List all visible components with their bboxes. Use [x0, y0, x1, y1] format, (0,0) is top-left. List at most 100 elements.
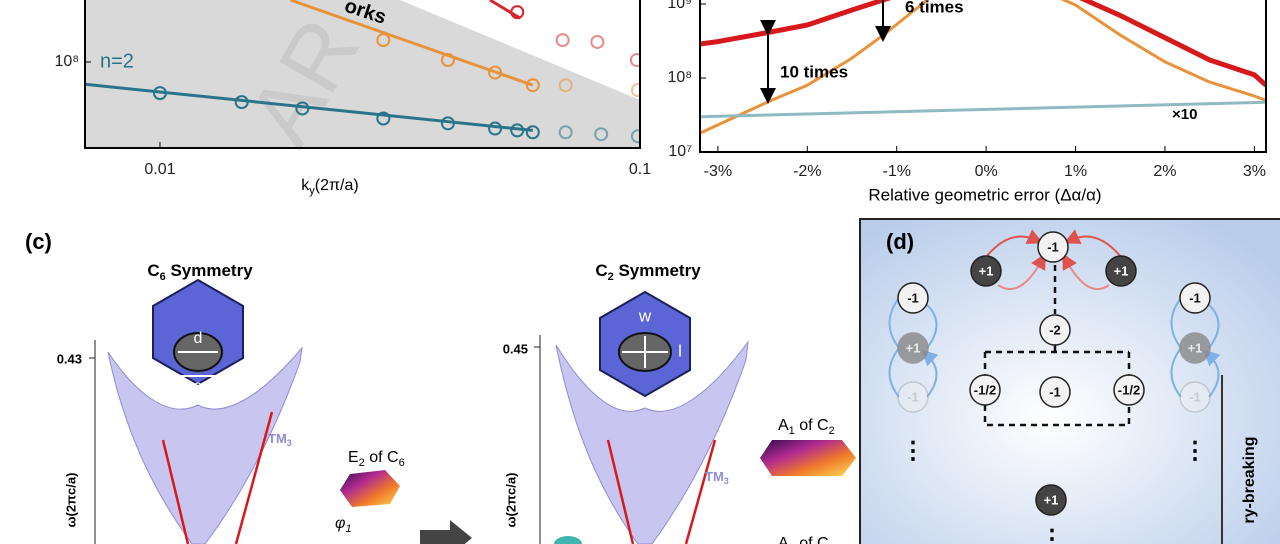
ellipsis: ⋮	[901, 437, 925, 464]
node	[1179, 332, 1211, 364]
node	[897, 282, 929, 314]
annotation: ×10	[1172, 106, 1197, 123]
data-point	[594, 127, 609, 142]
node	[1105, 255, 1137, 287]
annotation: 6 times	[905, 0, 964, 16]
node-label: -1	[1049, 384, 1061, 399]
mode-profile	[340, 470, 400, 507]
data-point	[440, 116, 455, 131]
tick-label: 0.45	[503, 341, 528, 356]
data-point	[629, 53, 640, 68]
node-label: +1	[1044, 492, 1059, 507]
data-point	[558, 125, 573, 140]
label: d	[194, 330, 203, 347]
node	[897, 381, 929, 413]
text: TM	[705, 469, 724, 484]
mode-profile	[760, 440, 856, 476]
label: a	[194, 378, 203, 395]
text: 2	[789, 543, 795, 544]
data-point	[488, 121, 503, 136]
series-label: n=2	[100, 50, 134, 72]
node-label: +1	[1188, 340, 1203, 355]
text: of C	[795, 417, 829, 434]
connector	[983, 265, 1131, 427]
arrow	[1062, 252, 1110, 290]
x-tick-label: 0%	[975, 163, 998, 180]
node-label: -1/2	[974, 382, 996, 397]
node	[1039, 376, 1071, 408]
shaded-region	[85, 0, 640, 148]
data-point	[630, 83, 640, 98]
ellipsis: ⋮	[1040, 525, 1064, 544]
node-label: -1	[907, 290, 919, 305]
text: Symmetry	[614, 261, 701, 280]
band-surface	[555, 340, 749, 544]
axis-label: ω(2πc/a)	[503, 473, 518, 528]
node-label: +1	[1114, 263, 1129, 278]
x-tick-label: -1%	[882, 163, 910, 180]
band-line	[161, 411, 274, 544]
band-label: TM3	[268, 431, 292, 448]
text: of C	[795, 535, 829, 544]
arrow	[888, 297, 937, 398]
mode-label: A2 of C	[778, 535, 829, 544]
text: 6	[399, 457, 405, 469]
panel-title: C6 Symmetry	[147, 261, 253, 282]
x-tick-label: 1%	[1064, 163, 1087, 180]
dimension-line	[622, 336, 668, 368]
data-point	[295, 101, 310, 116]
panel-label: (c)	[25, 229, 52, 254]
arrow	[420, 520, 472, 544]
data-point	[152, 86, 167, 101]
label: φ1	[335, 515, 352, 535]
text: E	[348, 449, 359, 466]
label: w	[638, 306, 652, 325]
arrow	[1170, 297, 1219, 398]
node-label: -1	[1189, 290, 1201, 305]
text: 1	[789, 425, 795, 437]
arrow	[1063, 229, 1122, 258]
text: 6	[160, 271, 166, 283]
band-label: TM3	[705, 469, 729, 486]
y-tick-label: 10⁸	[54, 53, 79, 70]
text: 2	[829, 425, 835, 437]
text: 3	[287, 438, 292, 448]
text: A	[778, 535, 789, 544]
data-point	[234, 95, 249, 110]
data-point	[376, 111, 391, 126]
text: A	[778, 417, 789, 434]
plot-frame	[699, 0, 1267, 153]
plot-area	[85, 0, 640, 144]
y-tick-label: 10⁸	[667, 69, 692, 86]
tick-label: 0.43	[57, 351, 82, 366]
data-point	[510, 5, 525, 20]
y-tick-label: 10⁷	[668, 143, 692, 160]
data-point	[510, 123, 525, 138]
node-label: -2	[1049, 322, 1061, 337]
x-tick-label: 3%	[1243, 163, 1266, 180]
x-tick-label: 0.01	[144, 161, 175, 178]
text: y	[309, 185, 315, 197]
text: k	[301, 177, 310, 194]
text: 3	[724, 476, 729, 486]
ellipsis: ⋮	[1183, 437, 1207, 464]
arrow	[997, 252, 1046, 290]
text: 2	[359, 457, 365, 469]
node	[1113, 374, 1145, 406]
text: Symmetry	[166, 261, 253, 280]
y-tick-label: 10⁹	[667, 0, 692, 12]
panel-label: (d)	[886, 229, 914, 254]
data-point	[590, 34, 605, 49]
x-axis-label: ky(2π/a)	[301, 177, 358, 197]
label: l	[678, 341, 682, 360]
band-line	[606, 439, 717, 544]
data-point	[440, 53, 455, 68]
mode-label: A1 of C2	[778, 417, 835, 437]
node-label: -1	[907, 389, 919, 404]
line	[700, 100, 1266, 119]
x-axis-label: Relative geometric error (Δα/α)	[868, 185, 1101, 204]
x-tick-label: -2%	[793, 163, 821, 180]
mode-label: E2 of C6	[348, 449, 405, 469]
chart-b: -3% -2% -1% 0% 1% 2% 3% 10⁷ 10⁸ 10⁹ Relative geome…	[667, 0, 1266, 204]
node-label: -1/2	[1118, 382, 1140, 397]
